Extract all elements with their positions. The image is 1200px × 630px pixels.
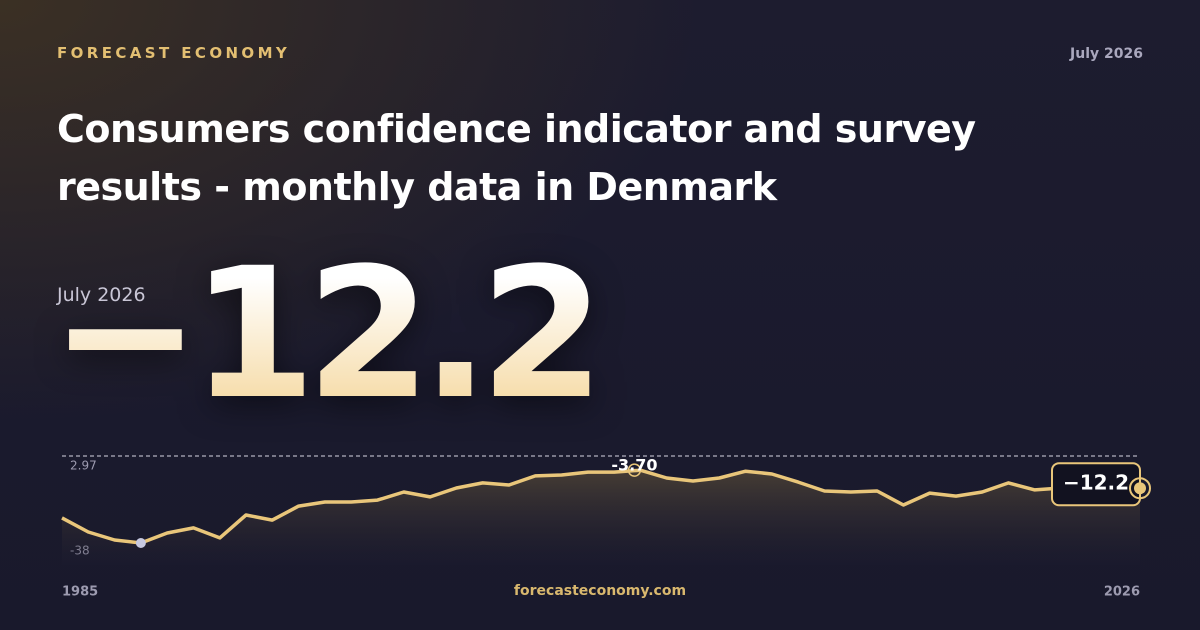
line: [61, 468, 1141, 545]
date: July 2026: [1070, 46, 1143, 62]
footer: forecasteconomy.com: [513, 583, 687, 599]
title: Consumers confidence indicator and surve…: [57, 100, 976, 216]
headline-value: −12.2: [50, 230, 605, 439]
x-tick-label: 1985: [62, 585, 98, 600]
y-tick-label: 2.97: [70, 459, 97, 473]
value-label: −12.2: [1063, 471, 1129, 495]
min-marker: [135, 538, 146, 548]
point-core: [1134, 482, 1146, 495]
title-line: results - monthly data in Denmark: [57, 165, 777, 209]
brand: FORECAST ECONOMY: [57, 44, 291, 62]
value-label: -3.70: [611, 456, 657, 475]
point: [627, 463, 642, 477]
headline-date: July 2026: [57, 284, 146, 306]
area: [62, 470, 1140, 565]
point: [1129, 477, 1151, 500]
x-tick-label: 2026: [1104, 585, 1140, 600]
title-line: Consumers confidence indicator and surve…: [57, 107, 976, 151]
